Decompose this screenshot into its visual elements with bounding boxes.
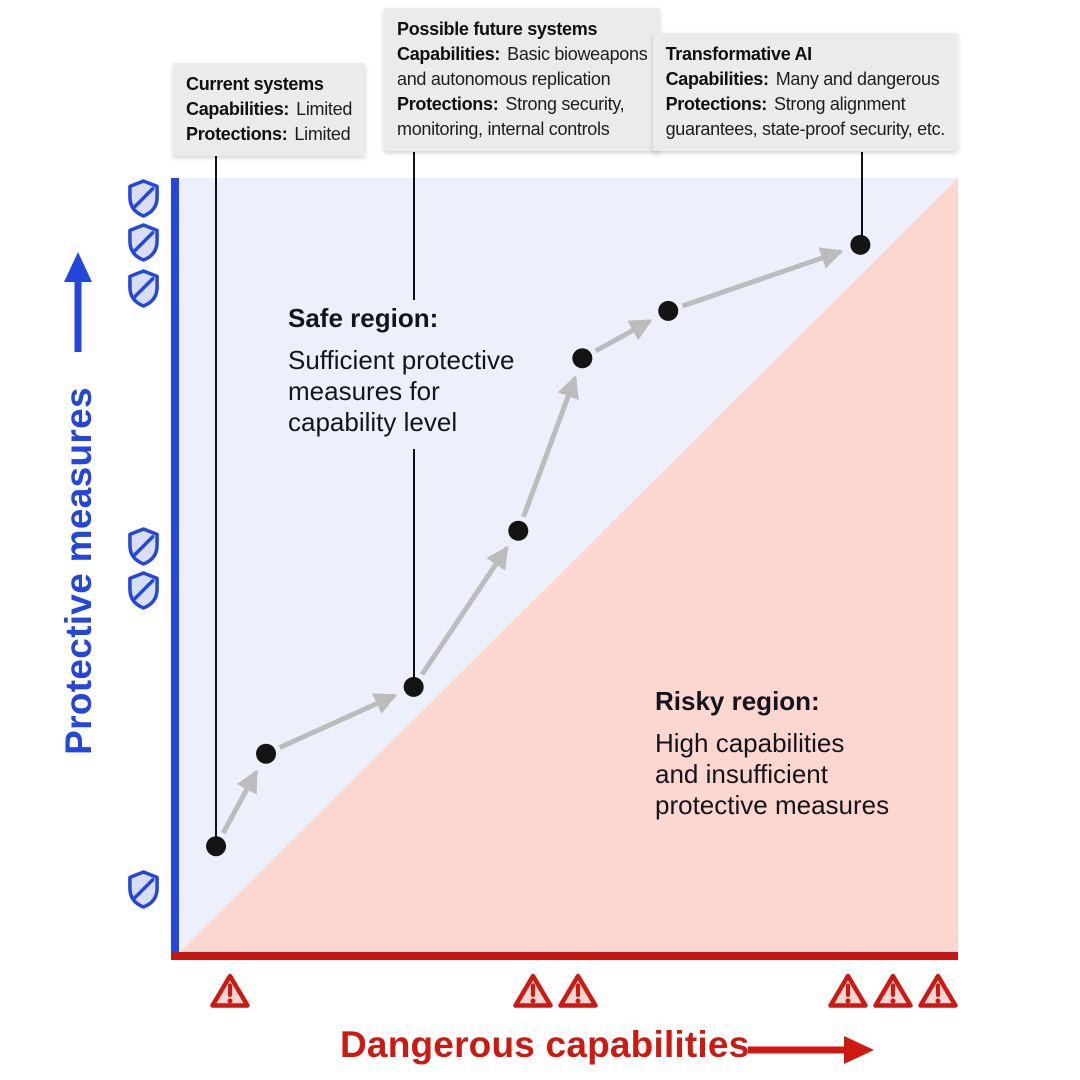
callout-transformative-ai: Transformative AI Capabilities: Many and d… xyxy=(652,33,958,151)
shield-icon xyxy=(127,869,160,909)
safe-region-title: Safe region: xyxy=(288,303,439,333)
warning-icon xyxy=(872,972,914,1010)
trajectory-arrow xyxy=(594,318,653,354)
callout-line: Capabilities: Many and dangerous xyxy=(665,69,940,89)
callout-line: Possible future systems xyxy=(397,19,598,39)
warning-icon xyxy=(917,972,959,1010)
up-arrow-icon xyxy=(64,252,92,352)
shield-icon xyxy=(127,570,160,610)
warning-icon xyxy=(209,972,251,1010)
callout-line: Capabilities: Basic bioweapons xyxy=(397,44,648,64)
trajectory-arrow xyxy=(419,545,509,676)
callout-line: and autonomous replication xyxy=(397,69,611,89)
trajectory-point xyxy=(658,300,679,321)
shield-icon xyxy=(127,526,160,566)
callout-line: monitoring, internal controls xyxy=(397,119,610,139)
shield-icon xyxy=(127,222,160,262)
trajectory-arrow xyxy=(681,247,844,309)
risky-region-description: High capabilities and insufficient prote… xyxy=(655,728,890,820)
trajectory-arrow xyxy=(220,769,259,835)
x-axis-label: Dangerous capabilities xyxy=(340,1024,750,1065)
trajectory-arrow xyxy=(278,693,398,750)
y-axis-line xyxy=(171,178,179,960)
callout-possible-future-systems: Possible future systems Capabilities: Basi… xyxy=(384,8,661,151)
callout-line: guarantees, state-proof security, etc. xyxy=(665,119,946,139)
trajectory-point xyxy=(850,234,871,255)
callout-line: Transformative AI xyxy=(665,44,813,64)
callout-line: Capabilities: Limited xyxy=(186,99,353,119)
trajectory-point xyxy=(572,348,593,369)
safe-region-label: Safe region: Sufficient protective measu… xyxy=(288,303,514,438)
risky-region-area xyxy=(177,178,958,955)
x-axis-line xyxy=(171,952,958,960)
right-arrow-icon xyxy=(748,1036,874,1064)
trajectory-point xyxy=(403,676,424,697)
shield-icon xyxy=(127,178,160,218)
trajectory-point xyxy=(256,743,277,764)
warning-icon xyxy=(827,972,869,1010)
trajectory-arrow xyxy=(521,375,579,518)
safe-region-description: Sufficient protective measures for capab… xyxy=(288,345,515,437)
callout-current-systems: Current systems Capabilities: Limited Prote… xyxy=(173,63,366,156)
trajectory-point xyxy=(206,836,227,857)
trajectory-point xyxy=(508,520,529,541)
callout-line: Protections: Strong alignment xyxy=(665,94,906,114)
risky-region-title: Risky region: xyxy=(655,686,820,716)
warning-icon xyxy=(557,972,599,1010)
callout-line: Protections: Strong security, xyxy=(397,94,625,114)
y-axis-label: Protective measures xyxy=(58,387,99,755)
callout-line: Current systems xyxy=(186,74,324,94)
shield-icon xyxy=(127,268,160,308)
callout-line: Protections: Limited xyxy=(186,124,351,144)
risky-region-label: Risky region: High capabilities and insu… xyxy=(655,686,889,821)
warning-icon xyxy=(512,972,554,1010)
